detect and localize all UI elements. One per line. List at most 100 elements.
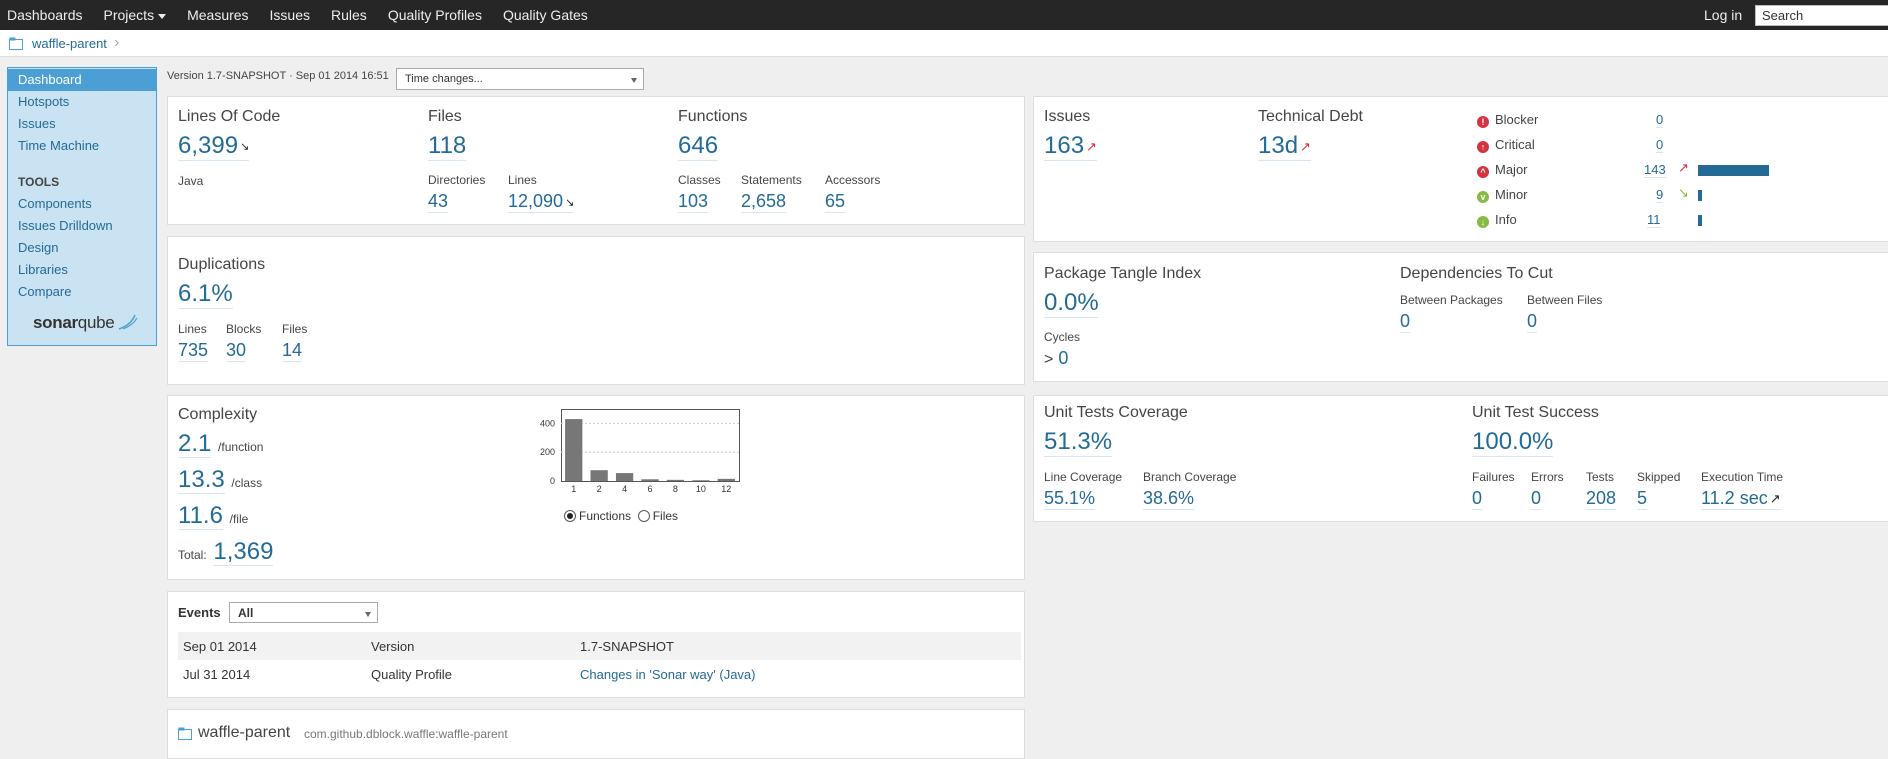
nav-quality-gates[interactable]: Quality Gates [502, 7, 588, 23]
sidebar-item-issues-drilldown[interactable]: Issues Drilldown [18, 218, 113, 233]
language-label: Java [178, 174, 204, 188]
event-description-link[interactable]: Changes in 'Sonar way' (Java) [580, 667, 756, 682]
events-filter-select[interactable]: All [229, 602, 378, 623]
nav-measures[interactable]: Measures [187, 7, 249, 23]
sidebar-item-design[interactable]: Design [18, 240, 59, 255]
radio-functions[interactable] [564, 510, 576, 522]
branch-coverage-value[interactable]: 38.6% [1143, 488, 1195, 510]
failures-value[interactable]: 0 [1472, 488, 1483, 510]
dependencies-title: Dependencies To Cut [1400, 265, 1553, 282]
nav-quality-profiles[interactable]: Quality Profiles [387, 7, 482, 23]
complexity-title: Complexity [178, 406, 258, 423]
lines-number: 12,090 [508, 191, 564, 211]
sidebar-item-libraries[interactable]: Libraries [18, 262, 68, 277]
execution-time-value[interactable]: 11.2 sec ↗ [1701, 488, 1781, 510]
breadcrumb-project-link[interactable]: waffle-parent [32, 36, 107, 51]
technical-debt-number: 13d [1258, 132, 1299, 159]
design-widget: Package Tangle Index 0.0% Cycles > 0 Dep… [1033, 252, 1888, 382]
tests-value[interactable]: 208 [1586, 488, 1617, 510]
dup-lines-label: Lines [178, 322, 207, 336]
sidebar-item-dashboard[interactable]: Dashboard [8, 69, 156, 91]
severity-blocker-label: Blocker [1495, 112, 1539, 127]
between-files-value[interactable]: 0 [1527, 311, 1538, 333]
severity-minor-count[interactable]: 9 [1656, 187, 1664, 203]
issues-value[interactable]: 163 ↗ [1044, 132, 1097, 161]
main-menu: Dashboards Projects Measures Issues Rule… [0, 0, 600, 30]
event-description: 1.7-SNAPSHOT [580, 639, 674, 654]
sidebar: Dashboard Hotspots Issues Time Machine T… [7, 67, 157, 346]
complexity-total-value[interactable]: 1,369 [213, 538, 274, 566]
line-coverage-value[interactable]: 55.1% [1044, 488, 1096, 510]
radio-files[interactable] [637, 510, 650, 522]
tangle-value[interactable]: 0.0% [1044, 289, 1099, 318]
accessors-value[interactable]: 65 [825, 191, 846, 213]
nav-dashboards[interactable]: Dashboards [7, 7, 83, 23]
sidebar-item-time-machine[interactable]: Time Machine [18, 138, 100, 153]
cycles-number[interactable]: 0 [1058, 348, 1069, 368]
x-tick-label: 1 [571, 484, 576, 494]
critical-icon: ↑ [1477, 141, 1489, 153]
test-success-value[interactable]: 100.0% [1472, 428, 1554, 457]
events-title: Events [178, 605, 221, 620]
complexity-per-file-value[interactable]: 11.6 [178, 502, 223, 530]
nav-rules[interactable]: Rules [331, 7, 367, 23]
technical-debt-value[interactable]: 13d ↗ [1258, 132, 1311, 161]
technical-debt-title: Technical Debt [1258, 108, 1363, 125]
errors-label: Errors [1531, 470, 1564, 484]
severity-critical-count[interactable]: 0 [1656, 137, 1664, 153]
lines-value[interactable]: 12,090 ↘ [508, 191, 575, 213]
coverage-widget: Unit Tests Coverage 51.3% Line Coverage … [1033, 395, 1888, 522]
skipped-value[interactable]: 5 [1637, 488, 1648, 510]
complexity-per-file: 11.6 /file [178, 502, 248, 530]
statements-label: Statements [741, 173, 802, 187]
duplications-widget: Duplications 6.1% Lines 735 Blocks 30 Fi… [167, 236, 1025, 385]
event-row: Sep 01 2014 Version 1.7-SNAPSHOT [178, 632, 1021, 660]
statements-value[interactable]: 2,658 [741, 191, 787, 213]
project-key: com.github.dblock.waffle:waffle-parent [304, 727, 508, 741]
radio-functions-label: Functions [579, 509, 632, 523]
nav-issues[interactable]: Issues [269, 7, 311, 23]
dup-blocks-value[interactable]: 30 [226, 340, 247, 362]
issues-widget: Issues 163 ↗ Technical Debt 13d ↗ ! Blocker… [1033, 96, 1888, 242]
severity-minor: v Minor [1477, 187, 1528, 203]
lines-label: Lines [508, 173, 537, 187]
trend-down-icon: ↘ [565, 196, 575, 209]
loc-value[interactable]: 6,399 ↘ [178, 132, 250, 161]
severity-info-count[interactable]: 11 [1647, 212, 1661, 228]
sidebar-item-hotspots[interactable]: Hotspots [18, 94, 70, 109]
sidebar-item-issues[interactable]: Issues [18, 116, 56, 131]
x-tick-label: 6 [647, 484, 652, 494]
project-icon [9, 37, 23, 50]
search-input[interactable] [1755, 5, 1888, 26]
functions-value[interactable]: 646 [678, 132, 719, 161]
severity-major-count[interactable]: 143 [1644, 162, 1666, 178]
breadcrumb: waffle-parent › [0, 30, 1888, 57]
radio-files-label: Files [652, 509, 679, 523]
complexity-per-class-value[interactable]: 13.3 [178, 466, 225, 494]
sidebar-item-compare[interactable]: Compare [18, 284, 72, 299]
severity-blocker-count[interactable]: 0 [1656, 112, 1664, 128]
dup-lines-value[interactable]: 735 [178, 340, 209, 362]
skipped-label: Skipped [1637, 470, 1681, 484]
classes-value[interactable]: 103 [678, 191, 709, 213]
sidebar-item-components[interactable]: Components [18, 196, 92, 211]
directories-value[interactable]: 43 [428, 191, 449, 213]
complexity-per-class: 13.3 /class [178, 466, 262, 494]
severity-info-label: Info [1495, 212, 1517, 227]
x-tick-label: 2 [597, 484, 602, 494]
dup-files-value[interactable]: 14 [282, 340, 303, 362]
duplications-title: Duplications [178, 256, 266, 273]
duplications-percent[interactable]: 6.1% [178, 280, 233, 309]
time-changes-select[interactable]: Time changes... [396, 68, 644, 90]
event-category: Version [371, 639, 415, 654]
errors-value[interactable]: 0 [1531, 488, 1542, 510]
login-link[interactable]: Log in [1704, 7, 1743, 23]
files-value[interactable]: 118 [428, 132, 467, 161]
chart-bar [666, 479, 685, 481]
coverage-value[interactable]: 51.3% [1044, 428, 1113, 457]
between-packages-value[interactable]: 0 [1400, 311, 1411, 333]
logo-text-qube: qube [77, 313, 115, 332]
nav-projects[interactable]: Projects [95, 0, 179, 30]
complexity-per-function-value[interactable]: 2.1 [178, 430, 212, 458]
